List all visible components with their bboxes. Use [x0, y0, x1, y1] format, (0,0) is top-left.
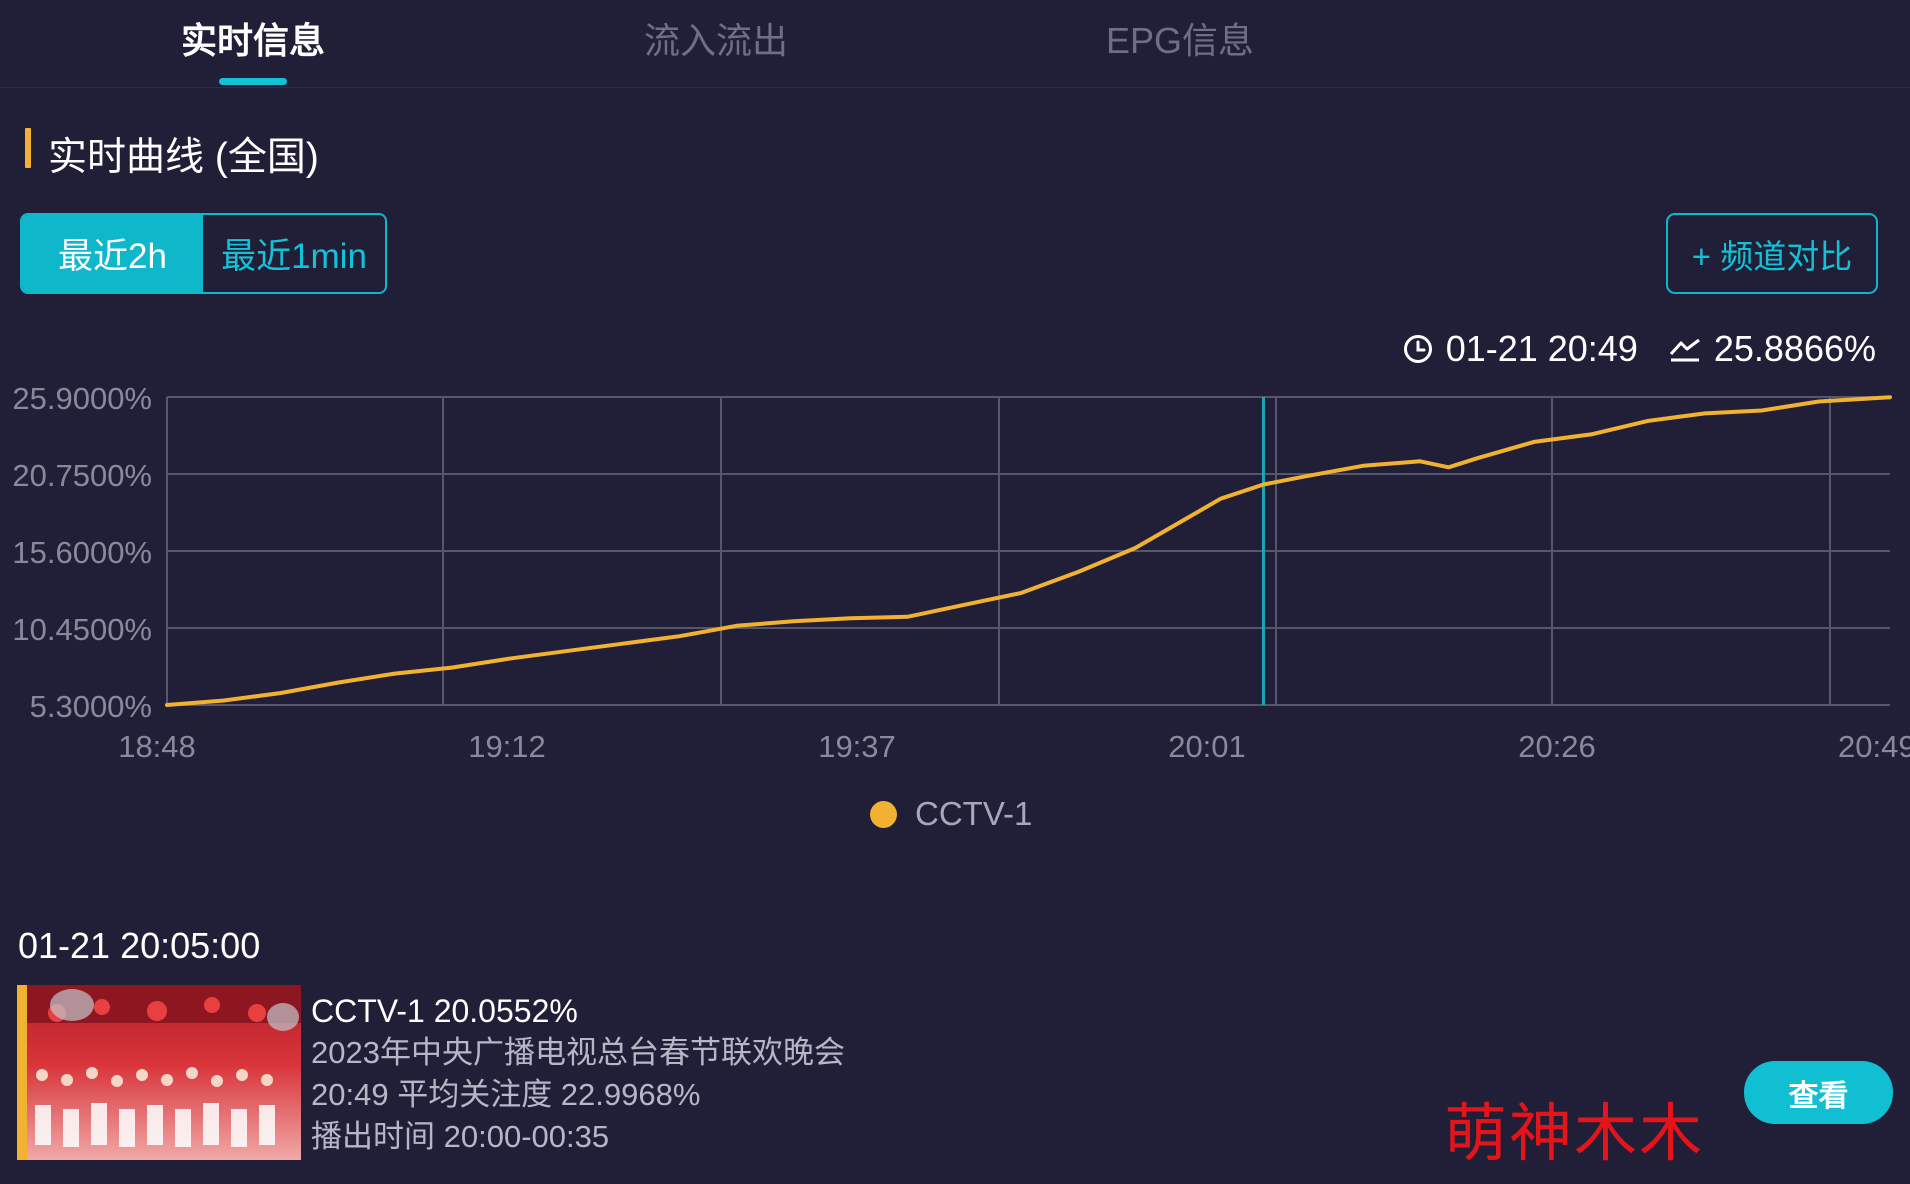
- view-button[interactable]: 查看: [1744, 1061, 1893, 1124]
- range-1min-button[interactable]: 最近1min: [221, 237, 367, 276]
- tab-epg-info[interactable]: EPG信息: [1105, 20, 1255, 61]
- thumbnail-accent-strip: [17, 985, 27, 1160]
- tab-bar: 实时信息 流入流出 EPG信息: [0, 0, 1910, 88]
- channel-compare-button[interactable]: + 频道对比: [1666, 213, 1878, 294]
- x-tick-label: 20:01: [1168, 729, 1246, 764]
- detail-headline: CCTV-1 20.0552%: [311, 993, 578, 1029]
- detail-airtime: 播出时间 20:00-00:35: [311, 1119, 610, 1154]
- program-thumbnail[interactable]: [17, 985, 301, 1160]
- program-details: CCTV-1 20.0552% 2023年中央广播电视总台春节联欢晚会 20:4…: [311, 990, 845, 1158]
- watermark-text: 萌神木木: [1444, 1099, 1704, 1169]
- chart-legend[interactable]: CCTV-1: [870, 795, 1032, 833]
- readout-value: 25.8866%: [1713, 328, 1876, 369]
- trend-icon: [1668, 334, 1702, 364]
- legend-marker: [870, 800, 897, 828]
- tab-inflow-outflow[interactable]: 流入流出: [643, 20, 788, 61]
- detail-timestamp: 01-21 20:05:00: [18, 925, 261, 966]
- y-tick-label: 25.9000%: [12, 381, 152, 416]
- x-tick-label: 20:49: [1838, 729, 1910, 764]
- y-tick-label: 20.7500%: [12, 458, 152, 493]
- readout-time: 01-21 20:49: [1445, 328, 1638, 369]
- section-title: 实时曲线 (全国): [48, 136, 319, 179]
- y-tick-label: 5.3000%: [30, 689, 152, 724]
- x-tick-label: 19:37: [818, 729, 896, 764]
- x-tick-label: 20:26: [1518, 729, 1596, 764]
- cursor-readout: 01-21 20:49 25.8866%: [1402, 328, 1876, 370]
- y-tick-label: 10.4500%: [12, 612, 152, 647]
- active-tab-indicator: [219, 78, 287, 85]
- legend-label: CCTV-1: [915, 795, 1033, 832]
- realtime-line-chart[interactable]: 25.9000% 20.7500% 15.6000% 10.4500% 5.3000% 1…: [0, 370, 1910, 770]
- detail-program-title: 2023年中央广播电视总台春节联欢晚会: [311, 1035, 845, 1070]
- section-accent-bar: [25, 128, 31, 168]
- x-tick-label: 19:12: [468, 729, 546, 764]
- detail-average-attention: 20:49 平均关注度 22.9968%: [311, 1077, 701, 1112]
- clock-icon: [1402, 333, 1434, 365]
- range-toggle: 最近2h 最近1min: [20, 213, 387, 294]
- range-2h-button[interactable]: 最近2h: [22, 215, 203, 292]
- y-tick-label: 15.6000%: [12, 535, 152, 570]
- x-tick-label: 18:48: [118, 729, 196, 764]
- tab-realtime-info[interactable]: 实时信息: [180, 20, 325, 61]
- series-line: [165, 395, 1892, 707]
